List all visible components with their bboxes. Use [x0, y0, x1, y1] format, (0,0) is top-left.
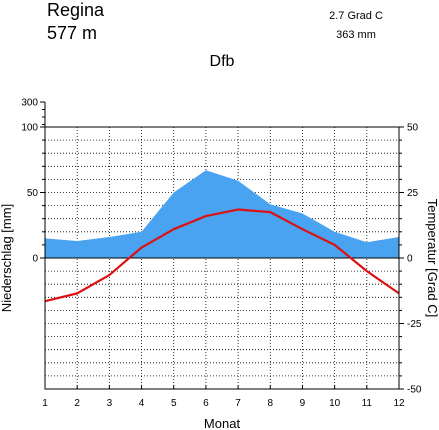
x-tick-label: 2 — [74, 398, 80, 409]
x-tick-label: 3 — [107, 398, 113, 409]
precipitation-area — [45, 170, 399, 258]
x-tick-label: 5 — [171, 398, 177, 409]
left-tick-label: 0 — [32, 254, 38, 265]
temperature-series — [44, 208, 400, 303]
left-tick-label: 50 — [27, 188, 39, 199]
right-tick-label: 0 — [407, 254, 413, 265]
x-tick-label: 12 — [393, 398, 405, 409]
right-tick-label: -50 — [407, 385, 422, 396]
left-tick-label: 100 — [21, 123, 38, 134]
annual-precipitation: 363 mm — [336, 29, 376, 41]
chart-title: Dfb — [210, 53, 235, 70]
x-tick-label: 4 — [139, 398, 145, 409]
right-tick-label: 25 — [407, 188, 419, 199]
precipitation-series — [45, 170, 399, 258]
grid-lines — [45, 127, 399, 389]
station-name: Regina — [47, 0, 105, 20]
x-tick-label: 9 — [300, 398, 306, 409]
right-tick-label: -25 — [407, 319, 422, 330]
right-axis-label: Temperatur [Grad C] — [425, 199, 439, 318]
left-axis-label: Niederschlag [mm] — [0, 204, 14, 312]
x-tick-label: 8 — [267, 398, 273, 409]
right-tick-label: 50 — [407, 123, 419, 134]
x-tick-label: 1 — [42, 398, 48, 409]
x-tick-label: 6 — [203, 398, 209, 409]
x-tick-label: 11 — [362, 398, 373, 409]
station-elevation: 577 m — [47, 23, 97, 43]
temperature-line — [44, 208, 400, 303]
left-tick-label: 300 — [21, 98, 38, 109]
x-tick-label: 7 — [235, 398, 241, 409]
x-tick-label: 10 — [329, 398, 341, 409]
x-axis-label: Monat — [204, 416, 241, 430]
mean-temperature: 2.7 Grad C — [329, 10, 383, 22]
